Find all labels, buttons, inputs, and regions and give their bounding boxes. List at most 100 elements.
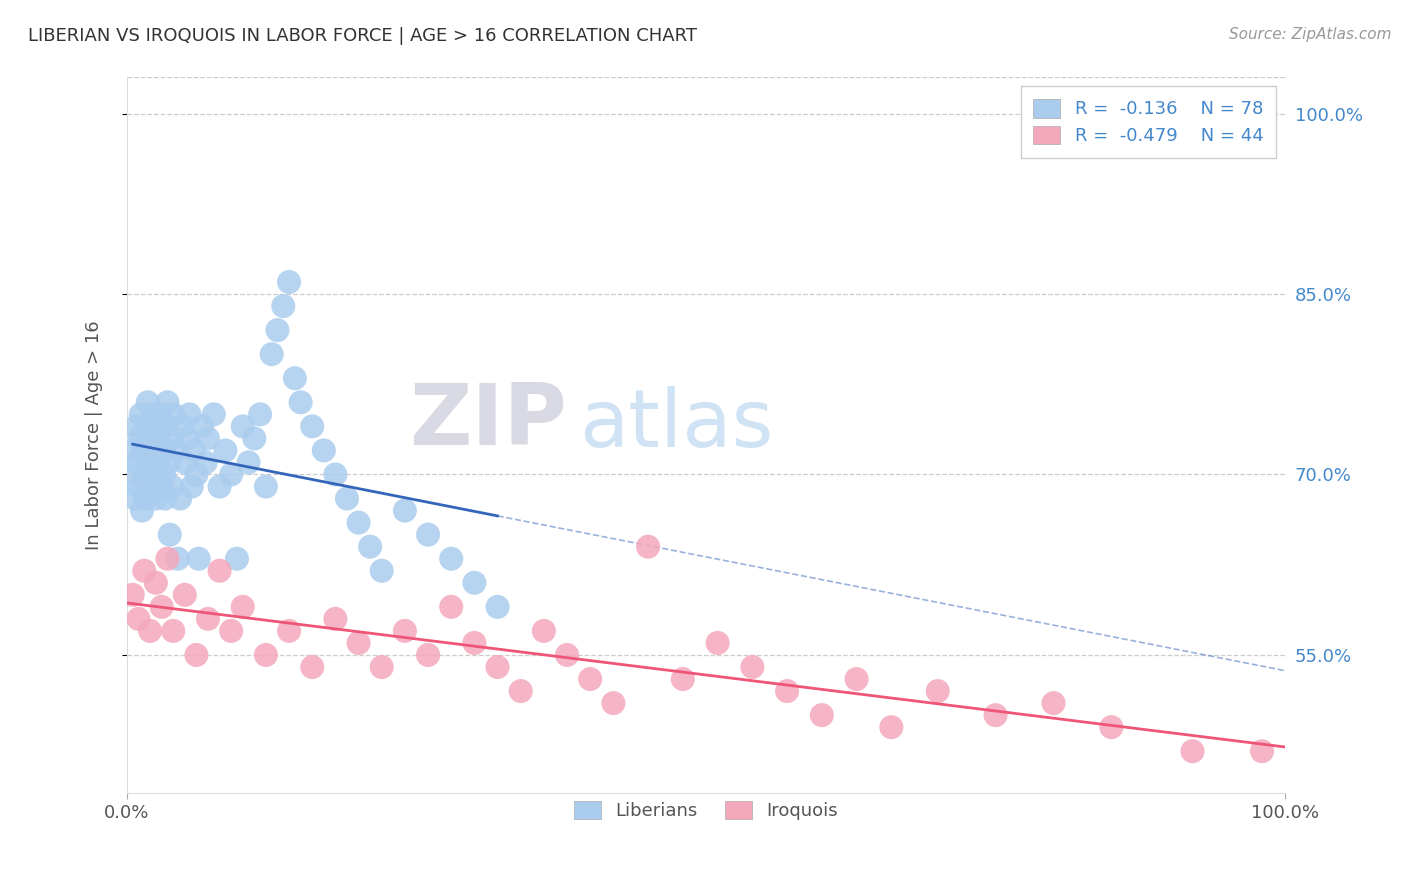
Legend: Liberians, Iroquois: Liberians, Iroquois (560, 786, 852, 834)
Point (148, 431, 170, 445)
Point (1181, 744, 1204, 758)
Point (132, 443, 155, 458)
Point (486, 599, 509, 614)
Point (284, 371, 307, 385)
Point (138, 455, 160, 469)
Point (706, 636, 728, 650)
Point (150, 599, 173, 614)
Point (162, 624, 184, 638)
Point (232, 599, 254, 614)
Point (186, 467, 208, 482)
Point (208, 479, 231, 493)
Point (1251, 744, 1274, 758)
Point (672, 672, 695, 686)
Point (136, 395, 159, 409)
Point (359, 540, 381, 554)
Point (160, 431, 183, 445)
Point (219, 467, 242, 482)
Text: ZIP: ZIP (409, 380, 567, 463)
Point (1099, 720, 1122, 734)
Point (226, 551, 249, 566)
Point (440, 551, 463, 566)
Point (232, 419, 254, 434)
Point (637, 540, 659, 554)
Point (150, 479, 173, 493)
Point (811, 708, 834, 723)
Point (149, 408, 172, 422)
Point (139, 624, 162, 638)
Point (122, 443, 145, 458)
Text: Source: ZipAtlas.com: Source: ZipAtlas.com (1229, 27, 1392, 42)
Point (579, 672, 602, 686)
Point (325, 612, 347, 626)
Point (165, 443, 187, 458)
Point (741, 660, 763, 674)
Point (145, 575, 167, 590)
Point (160, 479, 183, 493)
Point (260, 347, 283, 361)
Point (131, 503, 153, 517)
Point (984, 708, 1007, 723)
Point (153, 491, 176, 506)
Point (271, 299, 294, 313)
Point (776, 684, 799, 698)
Point (145, 491, 167, 506)
Point (173, 588, 195, 602)
Point (121, 588, 143, 602)
Point (394, 503, 416, 517)
Point (555, 648, 578, 662)
Point (128, 431, 150, 445)
Point (301, 660, 323, 674)
Point (880, 720, 903, 734)
Point (142, 443, 165, 458)
Point (533, 624, 555, 638)
Point (125, 419, 148, 434)
Point (176, 431, 198, 445)
Point (187, 551, 209, 566)
Point (159, 527, 181, 541)
Point (139, 431, 162, 445)
Point (336, 491, 359, 506)
Point (602, 696, 624, 710)
Point (278, 275, 301, 289)
Point (266, 323, 288, 337)
Text: atlas: atlas (579, 385, 773, 464)
Point (312, 443, 335, 458)
Point (845, 672, 868, 686)
Point (153, 467, 176, 482)
Point (157, 455, 180, 469)
Point (347, 636, 370, 650)
Point (509, 684, 531, 698)
Point (148, 455, 170, 469)
Point (172, 419, 194, 434)
Point (155, 419, 177, 434)
Point (463, 636, 485, 650)
Point (927, 684, 949, 698)
Point (124, 491, 146, 506)
Point (416, 527, 439, 541)
Point (197, 431, 219, 445)
Point (167, 551, 190, 566)
Point (127, 455, 149, 469)
Point (249, 408, 271, 422)
Point (347, 516, 370, 530)
Point (186, 648, 208, 662)
Point (135, 419, 157, 434)
Point (394, 624, 416, 638)
Point (128, 479, 150, 493)
Point (143, 467, 166, 482)
Point (1042, 696, 1064, 710)
Point (191, 419, 214, 434)
Point (219, 624, 242, 638)
Point (156, 395, 179, 409)
Point (325, 467, 347, 482)
Point (440, 599, 463, 614)
Point (202, 408, 225, 422)
Point (134, 467, 156, 482)
Point (152, 443, 174, 458)
Point (254, 479, 277, 493)
Point (121, 467, 143, 482)
Point (129, 408, 152, 422)
Point (214, 443, 236, 458)
Point (301, 419, 323, 434)
